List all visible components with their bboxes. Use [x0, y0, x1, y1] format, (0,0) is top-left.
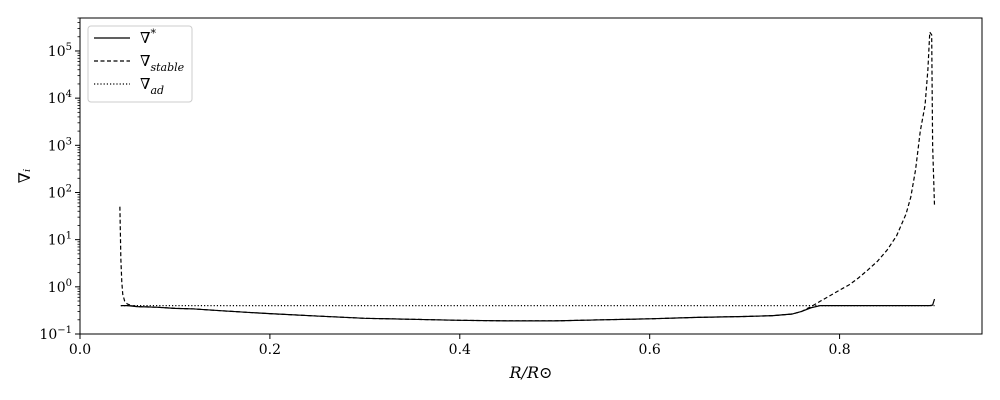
y-tick-label: 101	[48, 231, 72, 249]
x-tick-label: 0.8	[828, 342, 850, 358]
y-tick-label: 102	[48, 183, 72, 201]
x-axis: 0.0 0.2 0.4 0.6 0.8	[69, 334, 851, 358]
y-axis-label: ∇ᵢ	[15, 169, 34, 183]
legend-box	[87, 25, 193, 103]
legend: ∇* ∇stable∇ad	[87, 25, 193, 103]
y-tick-label: 100	[48, 278, 72, 296]
y-tick-label: 104	[48, 89, 72, 107]
x-tick-label: 0.2	[259, 342, 281, 358]
legend-label: ∇*	[140, 27, 156, 47]
series-line-star	[120, 298, 936, 322]
y-axis: 10−1 100 101 102 103 104 105	[39, 17, 80, 343]
x-tick-label: 0.0	[69, 342, 91, 358]
legend-label: ∇ad	[140, 75, 164, 97]
x-axis-label: R/R⊙	[509, 363, 553, 382]
y-tick-label: 105	[48, 42, 72, 60]
x-tick-label: 0.6	[639, 342, 661, 358]
series-line-stable	[119, 30, 936, 322]
plot-lines	[119, 30, 936, 322]
legend-label: ∇stable	[140, 52, 185, 74]
y-tick-label: 103	[48, 136, 72, 154]
x-tick-label: 0.4	[449, 342, 471, 358]
svg-text:∇ᵢ: ∇ᵢ	[15, 169, 34, 183]
plot-area-frame	[79, 17, 983, 335]
y-tick-label: 10−1	[39, 325, 72, 343]
